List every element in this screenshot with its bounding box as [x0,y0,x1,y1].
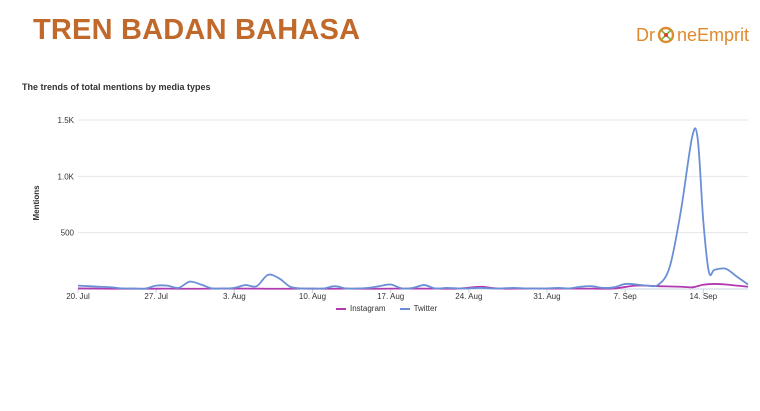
y-tick-label: 500 [61,229,75,238]
logo-text-end: neEmprit [677,24,750,45]
y-axis-label: Mentions [32,185,41,221]
series-line-twitter[interactable] [77,127,749,290]
y-tick-label: 1.0K [58,172,75,181]
x-tick-label: 24. Aug [455,292,482,301]
series-lines [77,127,749,290]
x-tick-label: 27. Jul [144,292,168,301]
drone-logo-icon [657,26,675,44]
chart-title: The trends of total mentions by media ty… [22,82,211,92]
grid-lines [78,119,748,234]
axis: 500 1.0K 1.5K 20. Jul 27. Jul 3. Aug 10. Aug 17… [58,116,748,301]
legend-swatch-twitter [399,307,410,310]
slide-title: TREN BADAN BAHASA [33,14,361,46]
x-tick-label: 7. Sep [614,292,638,301]
legend-item-twitter[interactable]: Twitter [399,304,438,313]
legend-label-twitter: Twitter [413,304,438,313]
x-tick-label: 14. Sep [690,292,718,301]
drone-emprit-logo: Dr neEmprit [636,20,749,50]
legend-item-instagram[interactable]: Instagram [336,304,386,313]
legend-swatch-instagram [336,307,346,310]
x-tick-label: 20. Jul [66,292,90,301]
logo-text-start: Dr [636,24,655,45]
x-tick-label: 10. Aug [299,292,326,301]
legend-label-instagram: Instagram [350,304,386,313]
x-tick-label: 31. Aug [533,292,560,301]
legend: Instagram Twitter [336,304,437,313]
x-tick-label: 3. Aug [223,292,246,301]
x-tick-label: 17. Aug [377,292,404,301]
y-tick-label: 1.5K [58,116,75,125]
